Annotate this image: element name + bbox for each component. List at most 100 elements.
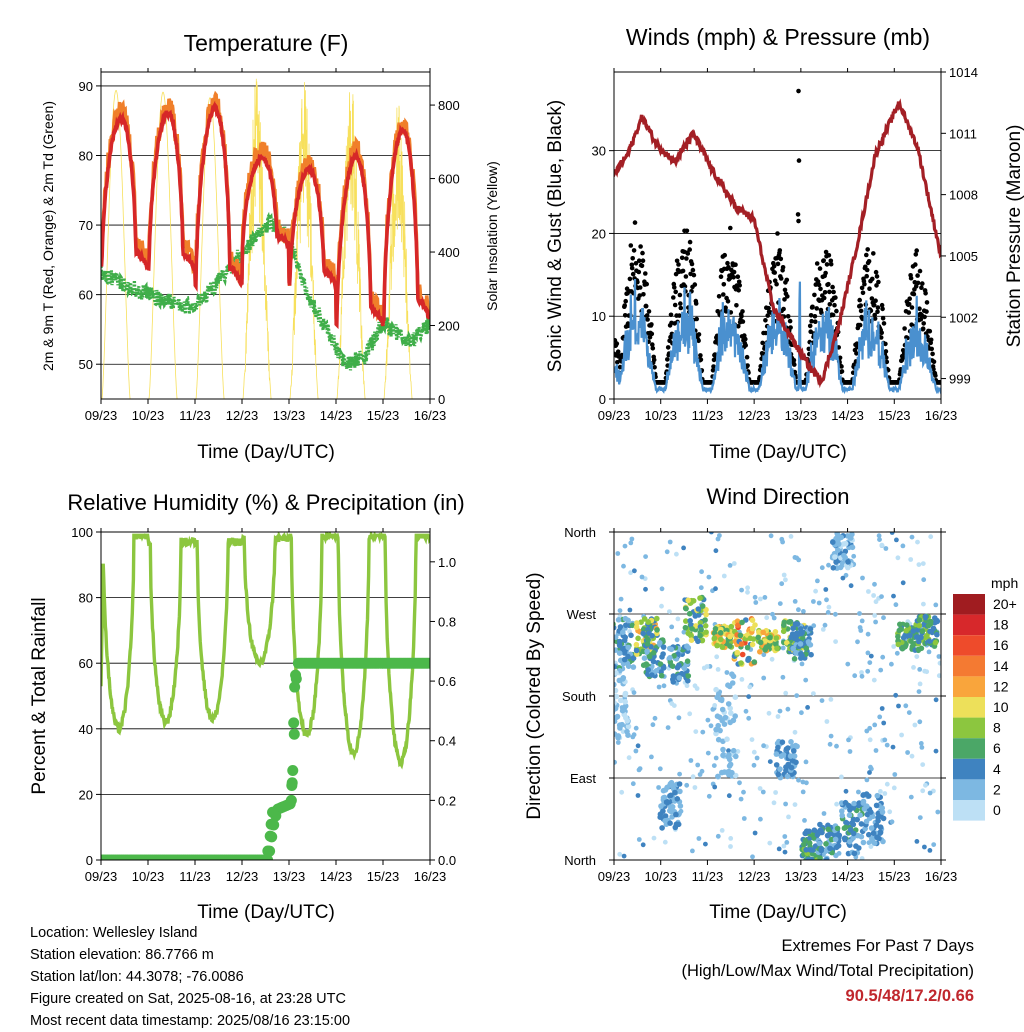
gust-point <box>721 292 726 297</box>
direction-point <box>843 572 849 578</box>
direction-point <box>614 705 619 712</box>
direction-point <box>702 623 709 629</box>
temperature-ylabel: 2m & 9m T (Red, Orange) & 2m Td (Green) <box>40 101 56 371</box>
direction-point <box>667 609 672 614</box>
direction-point <box>777 601 783 606</box>
gust-point <box>823 249 829 255</box>
direction-point <box>908 557 914 562</box>
direction-point <box>842 799 849 806</box>
gust-point <box>796 218 801 224</box>
direction-point <box>873 599 879 605</box>
direction-point <box>619 707 626 714</box>
gust-point <box>929 346 934 352</box>
gust-point <box>913 252 919 257</box>
station-pressure-line <box>614 98 941 389</box>
humidity-xlabel: Time (Day/UTC) <box>197 902 335 923</box>
gust-point <box>672 302 678 308</box>
direction-point <box>732 694 739 700</box>
direction-point <box>856 789 861 795</box>
direction-point <box>847 838 853 845</box>
direction-point <box>891 644 897 649</box>
gust-point <box>687 247 692 252</box>
gust-point <box>818 286 823 292</box>
direction-point <box>787 753 794 759</box>
direction-point <box>823 841 829 847</box>
direction-ylabel: Direction (Colored By Speed) <box>524 572 545 819</box>
direction-point <box>829 849 835 856</box>
direction-point <box>773 790 778 795</box>
gust-point <box>785 294 790 299</box>
gust-point <box>631 248 637 253</box>
direction-point <box>793 759 799 766</box>
gust-point <box>857 297 862 303</box>
temperature-panel: Temperature (F) 50 60 70 80 90 0 200 400 600 800 0… <box>40 30 500 463</box>
direction-point <box>825 610 831 615</box>
direction-point <box>637 766 643 771</box>
gust-point <box>911 291 917 297</box>
direction-point <box>717 630 724 636</box>
direction-point <box>920 561 926 566</box>
direction-point <box>730 747 737 754</box>
speed-legend-label: 4 <box>993 761 1001 777</box>
speed-legend-swatch <box>953 779 985 800</box>
gust-point <box>830 284 835 290</box>
direction-point <box>760 629 766 636</box>
direction-point <box>624 718 631 724</box>
direction-point <box>875 818 881 824</box>
direction-point <box>622 703 629 709</box>
direction-point <box>741 789 746 795</box>
gust-point <box>813 319 818 325</box>
precip-point <box>289 681 301 693</box>
gust-point <box>816 282 822 288</box>
direction-point <box>867 737 873 743</box>
direction-point <box>685 630 691 637</box>
direction-point <box>728 710 734 716</box>
direction-point <box>727 563 733 568</box>
humidity-y2tick-label: 0.4 <box>438 734 456 749</box>
direction-point <box>725 682 731 688</box>
direction-point <box>614 621 616 627</box>
direction-point <box>729 769 735 776</box>
direction-point <box>842 540 849 547</box>
direction-point <box>695 762 701 768</box>
gust-point <box>796 158 802 163</box>
humidity-panel: Relative Humidity (%) & Precipitation (i… <box>29 490 465 923</box>
gust-point <box>683 274 689 279</box>
direction-point <box>878 667 884 673</box>
direction-panel: Wind Direction NorthEastSouthWestNorth09… <box>524 484 1018 923</box>
gust-point <box>864 252 869 258</box>
gust-point <box>649 322 654 327</box>
humidity-ytick-label: 20 <box>79 787 93 802</box>
direction-point <box>813 588 818 594</box>
direction-point <box>865 650 871 656</box>
speed-legend-label: 2 <box>993 781 1001 797</box>
direction-point <box>720 752 726 759</box>
direction-point <box>727 643 733 649</box>
direction-point <box>629 536 635 542</box>
direction-point <box>902 643 908 650</box>
gust-point <box>859 285 865 291</box>
humidity-xtick-label: 14/23 <box>320 869 353 884</box>
gust-point <box>771 263 777 269</box>
gust-point <box>784 277 790 283</box>
direction-point <box>649 754 654 760</box>
direction-point <box>914 654 920 659</box>
direction-point <box>725 701 732 707</box>
gust-point <box>919 285 924 291</box>
direction-point <box>617 851 623 857</box>
solar-insolation-line <box>101 78 430 399</box>
gust-point <box>622 303 627 308</box>
direction-point <box>889 661 894 667</box>
direction-xtick-label: 11/23 <box>692 869 724 884</box>
direction-point <box>614 714 620 721</box>
dewpoint-line <box>101 211 430 371</box>
direction-point <box>658 672 665 679</box>
direction-point <box>669 624 675 630</box>
direction-point <box>605 680 611 686</box>
gust-point <box>678 301 683 306</box>
gust-point <box>865 247 870 252</box>
direction-point <box>933 697 939 703</box>
gust-point <box>782 297 787 302</box>
direction-point <box>688 637 695 643</box>
